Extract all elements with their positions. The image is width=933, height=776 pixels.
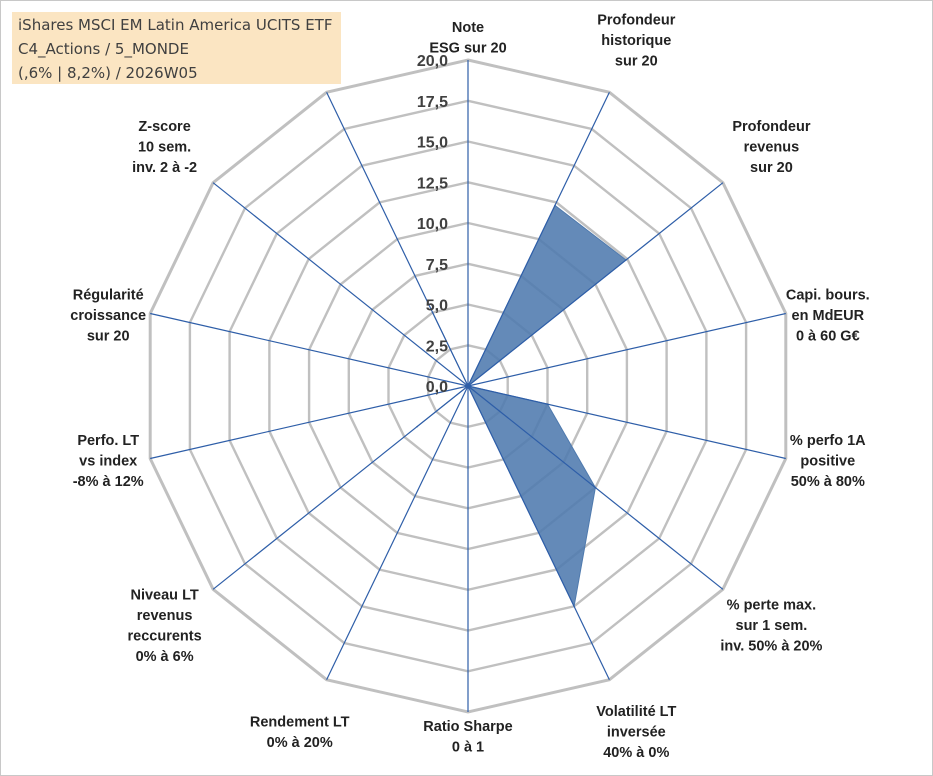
spoke-11 <box>150 312 469 387</box>
tick-label: 7,5 <box>426 257 448 274</box>
spoke-4 <box>467 385 786 460</box>
tick-label: 0,0 <box>426 379 448 396</box>
spoke-9 <box>212 385 469 590</box>
radar-spokes <box>150 60 786 712</box>
spoke-13 <box>326 92 469 387</box>
info-box: iShares MSCI EM Latin America UCITS ETF … <box>12 12 341 84</box>
spoke-10 <box>150 385 469 460</box>
tick-label: 20,0 <box>417 53 448 70</box>
axis-label-10: Perfo. LT vs index -8% à 12% <box>73 433 144 490</box>
axis-label-9: Niveau LT revenus reccurents 0% à 6% <box>128 587 202 665</box>
axis-label-8: Rendement LT 0% à 20% <box>250 715 350 752</box>
fund-name: iShares MSCI EM Latin America UCITS ETF <box>18 16 333 34</box>
axis-label-7: Ratio Sharpe 0 à 1 <box>423 719 512 756</box>
tick-label: 12,5 <box>417 175 448 192</box>
axis-label-6: Volatilité LT inversée 40% à 0% <box>596 704 676 761</box>
fund-category: C4_Actions / 5_MONDE <box>18 40 189 58</box>
axis-label-4: % perfo 1A positive 50% à 80% <box>790 433 866 490</box>
spoke-12 <box>212 182 469 387</box>
series-area-0 <box>416 204 627 608</box>
spoke-5 <box>467 385 724 590</box>
spoke-8 <box>326 385 469 680</box>
radar-tick-labels: 0,0 2,5 5,0 7,5 10,0 12,5 15,0 17,5 20,0 <box>417 53 448 396</box>
tick-label: 5,0 <box>426 298 448 315</box>
axis-label-0: Note ESG sur 20 <box>429 20 506 57</box>
spoke-3 <box>467 312 786 387</box>
axis-label-12: Z-score 10 sem. inv. 2 à -2 <box>132 119 197 176</box>
axis-label-3: Capi. bours. en MdEUR 0 à 60 G€ <box>786 288 870 345</box>
tick-label: 17,5 <box>417 94 448 111</box>
axis-label-2: Profondeur revenus sur 20 <box>732 119 810 176</box>
spoke-1 <box>467 92 610 387</box>
tick-label: 15,0 <box>417 135 448 152</box>
axis-label-1: Profondeur historique sur 20 <box>597 12 675 69</box>
axis-label-11: Régularité croissance sur 20 <box>70 288 146 345</box>
tick-label: 10,0 <box>417 216 448 233</box>
fund-period: (,6% | 8,2%) / 2026W05 <box>18 64 198 82</box>
spoke-6 <box>467 385 610 680</box>
axis-label-5: % perte max. sur 1 sem. inv. 50% à 20% <box>720 598 822 655</box>
tick-label: 2,5 <box>426 338 448 355</box>
spoke-2 <box>467 182 724 387</box>
